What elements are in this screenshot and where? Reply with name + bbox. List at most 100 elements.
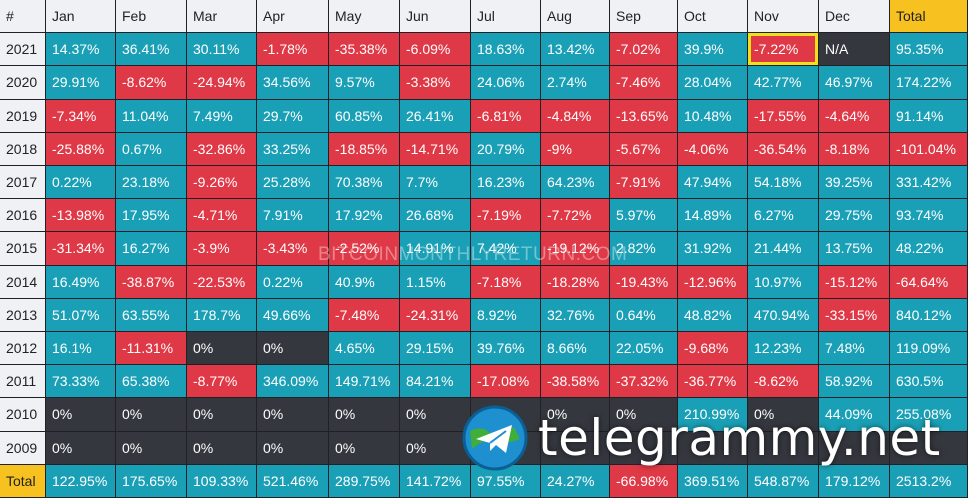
row-label-total: Total <box>0 464 46 498</box>
cell-2016-total: 93.74% <box>890 199 968 233</box>
cell-2014-nov: 10.97% <box>748 265 819 299</box>
cell-2011-dec: 58.92% <box>819 365 890 399</box>
header-hash: # <box>0 0 46 34</box>
cell-2010-nov: 0% <box>748 398 819 432</box>
cell-2018-oct: -4.06% <box>678 132 748 166</box>
cell-2015-nov: 21.44% <box>748 232 819 266</box>
cell-2012-apr: 0% <box>257 332 329 366</box>
cell-2009-feb: 0% <box>116 431 187 465</box>
cell-2009-aug <box>541 431 610 465</box>
cell-2021-total: 95.35% <box>890 33 968 67</box>
row-label-2019: 2019 <box>0 99 46 133</box>
cell-total-total: 2513.2% <box>890 464 968 498</box>
cell-2015-total: 48.22% <box>890 232 968 266</box>
cell-2020-total: 174.22% <box>890 66 968 100</box>
cell-2021-apr: -1.78% <box>257 33 329 67</box>
cell-2013-feb: 63.55% <box>116 298 187 332</box>
cell-2017-mar: -9.26% <box>187 166 257 200</box>
cell-2013-may: -7.48% <box>329 298 400 332</box>
cell-2009-oct <box>678 431 748 465</box>
cell-2013-oct: 48.82% <box>678 298 748 332</box>
cell-2009-jan: 0% <box>46 431 116 465</box>
cell-2011-mar: -8.77% <box>187 365 257 399</box>
cell-2010-apr: 0% <box>257 398 329 432</box>
cell-2014-total: -64.64% <box>890 265 968 299</box>
cell-2016-jan: -13.98% <box>46 199 116 233</box>
cell-2018-aug: -9% <box>541 132 610 166</box>
cell-2009-mar: 0% <box>187 431 257 465</box>
cell-2015-feb: 16.27% <box>116 232 187 266</box>
cell-2018-jun: -14.71% <box>400 132 471 166</box>
cell-2015-sep: 2.82% <box>610 232 678 266</box>
header-oct: Oct <box>678 0 748 34</box>
cell-2019-mar: 7.49% <box>187 99 257 133</box>
cell-2021-jun: -6.09% <box>400 33 471 67</box>
cell-2020-oct: 28.04% <box>678 66 748 100</box>
cell-2016-feb: 17.95% <box>116 199 187 233</box>
cell-2021-jul: 18.63% <box>471 33 541 67</box>
row-label-2010: 2010 <box>0 398 46 432</box>
cell-2017-dec: 39.25% <box>819 166 890 200</box>
cell-2014-mar: -22.53% <box>187 265 257 299</box>
cell-2009-apr: 0% <box>257 431 329 465</box>
header-total: Total <box>890 0 968 34</box>
cell-2019-dec: -4.64% <box>819 99 890 133</box>
cell-2012-jul: 39.76% <box>471 332 541 366</box>
cell-2021-aug: 13.42% <box>541 33 610 67</box>
cell-2020-jul: 24.06% <box>471 66 541 100</box>
cell-2011-aug: -38.58% <box>541 365 610 399</box>
cell-2010-mar: 0% <box>187 398 257 432</box>
cell-2021-mar: 30.11% <box>187 33 257 67</box>
cell-2013-dec: -33.15% <box>819 298 890 332</box>
cell-2011-jan: 73.33% <box>46 365 116 399</box>
cell-2014-may: 40.9% <box>329 265 400 299</box>
cell-2014-oct: -12.96% <box>678 265 748 299</box>
cell-2019-sep: -13.65% <box>610 99 678 133</box>
row-label-2016: 2016 <box>0 199 46 233</box>
cell-2021-jan: 14.37% <box>46 33 116 67</box>
row-label-2011: 2011 <box>0 365 46 399</box>
header-jan: Jan <box>46 0 116 34</box>
cell-2017-total: 331.42% <box>890 166 968 200</box>
cell-2012-jan: 16.1% <box>46 332 116 366</box>
cell-2013-apr: 49.66% <box>257 298 329 332</box>
header-feb: Feb <box>116 0 187 34</box>
cell-total-mar: 109.33% <box>187 464 257 498</box>
header-dec: Dec <box>819 0 890 34</box>
cell-2014-jul: -7.18% <box>471 265 541 299</box>
cell-2014-jan: 16.49% <box>46 265 116 299</box>
cell-2011-apr: 346.09% <box>257 365 329 399</box>
cell-total-jan: 122.95% <box>46 464 116 498</box>
cell-2018-may: -18.85% <box>329 132 400 166</box>
cell-2016-jul: -7.19% <box>471 199 541 233</box>
cell-2016-nov: 6.27% <box>748 199 819 233</box>
cell-2019-oct: 10.48% <box>678 99 748 133</box>
cell-2020-jan: 29.91% <box>46 66 116 100</box>
cell-total-may: 289.75% <box>329 464 400 498</box>
header-jul: Jul <box>471 0 541 34</box>
cell-2018-feb: 0.67% <box>116 132 187 166</box>
cell-2019-jan: -7.34% <box>46 99 116 133</box>
cell-2021-sep: -7.02% <box>610 33 678 67</box>
cell-2016-oct: 14.89% <box>678 199 748 233</box>
cell-total-dec: 179.12% <box>819 464 890 498</box>
cell-total-jul: 97.55% <box>471 464 541 498</box>
cell-2015-jul: 7.42% <box>471 232 541 266</box>
cell-2013-aug: 32.76% <box>541 298 610 332</box>
header-sep: Sep <box>610 0 678 34</box>
cell-2010-jan: 0% <box>46 398 116 432</box>
cell-2017-jul: 16.23% <box>471 166 541 200</box>
cell-2021-nov: -7.22% <box>748 33 819 67</box>
header-nov: Nov <box>748 0 819 34</box>
cell-2015-aug: -19.12% <box>541 232 610 266</box>
cell-total-apr: 521.46% <box>257 464 329 498</box>
row-label-2015: 2015 <box>0 232 46 266</box>
cell-2013-jul: 8.92% <box>471 298 541 332</box>
cell-2018-jan: -25.88% <box>46 132 116 166</box>
cell-2012-feb: -11.31% <box>116 332 187 366</box>
cell-2018-sep: -5.67% <box>610 132 678 166</box>
cell-2015-apr: -3.43% <box>257 232 329 266</box>
cell-2009-jul <box>471 431 541 465</box>
cell-2019-feb: 11.04% <box>116 99 187 133</box>
cell-2019-jun: 26.41% <box>400 99 471 133</box>
